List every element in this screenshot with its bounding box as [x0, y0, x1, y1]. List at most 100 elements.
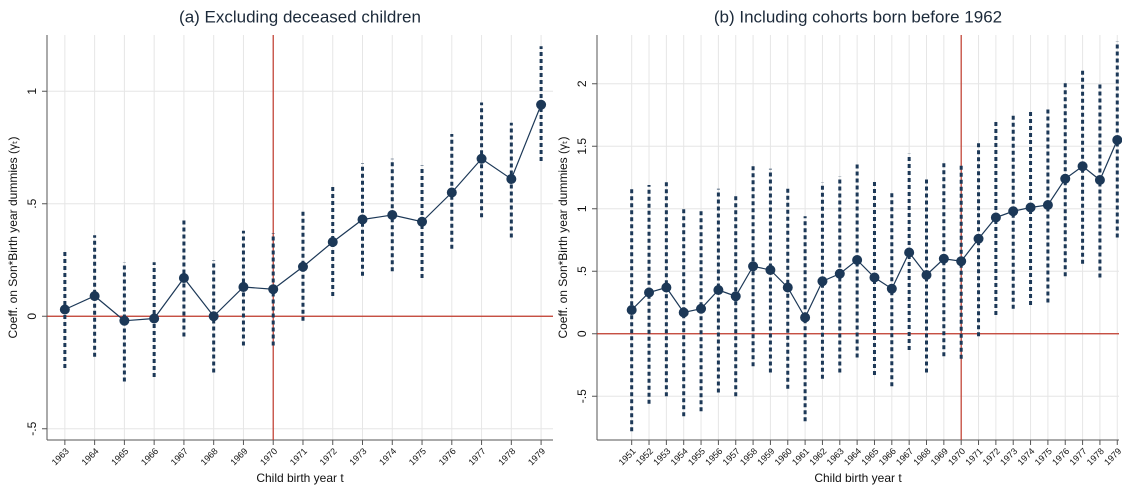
x-tick-label: 1965 — [859, 446, 880, 467]
point — [268, 284, 279, 295]
x-tick-label: 1971 — [288, 446, 309, 467]
point — [990, 212, 1001, 223]
point — [476, 153, 487, 164]
point — [208, 311, 219, 322]
point — [713, 285, 724, 295]
point — [59, 304, 70, 315]
chart-title: (a) Excluding deceased children — [179, 7, 421, 26]
y-tick-label: 2 — [575, 80, 589, 87]
x-tick-label: 1957 — [721, 446, 742, 467]
x-tick-label: 1972 — [318, 446, 339, 467]
y-tick-label: 0 — [25, 313, 39, 320]
point — [536, 99, 547, 110]
x-tick-label: 1963 — [825, 446, 846, 467]
x-tick-label: 1979 — [1102, 446, 1122, 467]
point — [921, 270, 932, 280]
y-tick-label: 1.5 — [575, 138, 589, 155]
x-tick-label: 1964 — [842, 446, 863, 467]
x-tick-label: 1967 — [169, 446, 190, 467]
y-axis-label: Coeff. on Son*Birth year dummies (γₜ) — [6, 136, 20, 338]
point — [1008, 206, 1019, 217]
chart-title: (b) Including cohorts born before 1962 — [714, 7, 1002, 26]
x-tick-label: 1971 — [963, 446, 984, 467]
x-tick-label: 1966 — [139, 446, 160, 467]
point — [149, 313, 160, 324]
x-tick-label: 1969 — [228, 446, 249, 467]
point — [387, 210, 398, 220]
point — [678, 307, 689, 318]
x-tick-label: 1974 — [1015, 446, 1036, 467]
point — [417, 216, 428, 227]
point — [1094, 175, 1105, 185]
y-tick-label: 1 — [25, 88, 39, 95]
x-tick-label: 1977 — [466, 446, 487, 467]
point — [89, 291, 100, 301]
point — [661, 282, 672, 293]
x-tick-label: 1969 — [929, 446, 950, 467]
x-tick-label: 1973 — [347, 446, 368, 467]
y-tick-label: 0 — [575, 330, 589, 337]
x-tick-label: 1979 — [526, 446, 547, 467]
y-tick-label: 1 — [575, 205, 589, 212]
point — [800, 312, 811, 323]
point — [446, 187, 457, 198]
x-tick-label: 1954 — [669, 446, 690, 467]
point — [886, 283, 897, 294]
point — [626, 305, 637, 315]
y-tick-label: .5 — [25, 198, 39, 208]
x-tick-label: 1975 — [407, 446, 428, 467]
x-tick-label: 1952 — [634, 446, 655, 467]
x-tick-label: 1973 — [998, 446, 1019, 467]
point — [938, 253, 949, 264]
x-tick-label: 1953 — [651, 446, 672, 467]
x-tick-label: 1964 — [79, 446, 100, 467]
y-tick-label: -.5 — [25, 421, 39, 435]
x-tick-label: 1963 — [50, 446, 71, 467]
point — [748, 261, 759, 272]
x-tick-label: 1959 — [755, 446, 776, 467]
point — [782, 282, 793, 293]
point — [1077, 161, 1088, 172]
y-axis-label: Coeff. on Son*Birth year dummies (γₜ) — [556, 136, 570, 338]
x-axis-label: Child birth year t — [814, 471, 902, 485]
x-tick-label: 1976 — [1050, 446, 1071, 467]
point — [357, 214, 368, 225]
x-tick-label: 1951 — [617, 446, 638, 467]
x-tick-label: 1962 — [807, 446, 828, 467]
point — [730, 291, 741, 302]
point — [956, 256, 967, 267]
x-tick-label: 1960 — [773, 446, 794, 467]
x-tick-label: 1970 — [258, 446, 279, 467]
point — [834, 268, 845, 279]
x-tick-label: 1975 — [1033, 446, 1054, 467]
point — [297, 261, 308, 272]
point — [506, 174, 517, 184]
point — [1025, 202, 1036, 213]
point — [696, 303, 707, 314]
y-tick-label: .5 — [575, 266, 589, 276]
point — [1112, 135, 1122, 145]
point — [327, 237, 338, 247]
point — [904, 247, 915, 258]
point — [119, 315, 130, 326]
point — [1060, 173, 1071, 184]
x-tick-label: 1955 — [686, 446, 707, 467]
x-tick-label: 1978 — [496, 446, 517, 467]
x-tick-label: 1967 — [894, 446, 915, 467]
x-tick-label: 1977 — [1067, 446, 1088, 467]
point — [765, 265, 776, 275]
point — [238, 282, 249, 292]
point — [852, 255, 863, 265]
point — [178, 273, 189, 283]
point — [1042, 200, 1053, 210]
x-tick-label: 1966 — [877, 446, 898, 467]
point — [869, 272, 880, 283]
x-tick-label: 1976 — [437, 446, 458, 467]
x-tick-label: 1958 — [738, 446, 759, 467]
x-tick-label: 1968 — [199, 446, 220, 467]
point — [973, 233, 984, 244]
point — [817, 276, 828, 287]
x-tick-label: 1972 — [981, 446, 1002, 467]
x-tick-label: 1974 — [377, 446, 398, 467]
